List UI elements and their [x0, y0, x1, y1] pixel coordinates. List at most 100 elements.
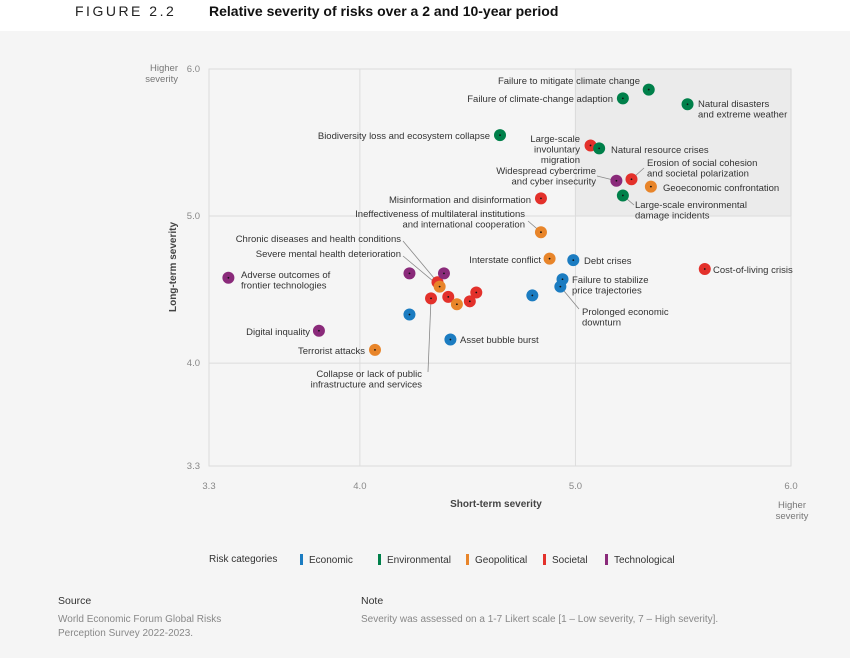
plot-frame [208, 68, 792, 467]
x-tick-label: 5.0 [569, 481, 582, 492]
data-point-center [548, 257, 551, 260]
point-label-line: Erosion of social cohesion [647, 158, 757, 169]
data-point-center [647, 88, 650, 91]
point-label-line: Collapse or lack of public [316, 369, 422, 380]
data-point-center [598, 147, 601, 150]
source-line: Perception Survey 2022-2023. [58, 628, 194, 639]
data-point-center [630, 178, 633, 181]
x-tick-label: 4.0 [353, 481, 366, 492]
point-label: Large-scale environmental damage incident… [635, 200, 747, 222]
data-point-center [703, 268, 706, 270]
point-label-line: Cost-of-living crisis [713, 265, 793, 276]
data-point-center [438, 285, 441, 288]
source-block: Source World Economic Forum Global Risks… [58, 594, 221, 641]
leader-line [427, 298, 432, 373]
source-heading: Source [58, 595, 92, 607]
point-label-line: Severe mental health deterioration [256, 249, 401, 260]
point-label: Debt crises [584, 256, 632, 267]
point-label-line: price trajectories [572, 286, 642, 297]
point-label: Erosion of social cohesion and societal p… [647, 158, 757, 180]
note-heading: Note [361, 595, 384, 607]
data-point-center [686, 103, 689, 106]
point-label-line: involuntary [534, 145, 580, 156]
y-tick-label: 4.0 [187, 358, 200, 369]
point-label: Adverse outcomes of frontier technologies [241, 270, 331, 292]
point-label: Geoeconomic confrontation [663, 183, 779, 194]
data-point-center [468, 300, 471, 303]
figure-label: FIGURE 2.2 [75, 3, 177, 19]
point-label: Natural resource crises [611, 145, 709, 156]
point-label: Ineffectiveness of multilateral institut… [355, 209, 525, 231]
economic-swatch [300, 554, 303, 565]
legend-technological: Technological [605, 554, 675, 566]
point-label-line: Natural resource crises [611, 145, 709, 156]
data-point-center [621, 97, 624, 100]
point-label-line: Geoeconomic confrontation [663, 183, 779, 194]
data-point-center [621, 194, 624, 197]
point-label: Large-scale involuntary migration [530, 134, 580, 166]
data-point-center [540, 231, 542, 234]
legend-societal: Societal [543, 554, 588, 566]
leader-line [402, 240, 438, 283]
legend-label: Geopolitical [475, 555, 528, 566]
y-tick-label: 3.3 [187, 461, 200, 472]
data-point-center [589, 144, 592, 147]
point-label-line: Failure of climate-change adaption [467, 94, 613, 105]
point-label: Widespread cybercrime and cyber insecurit… [496, 166, 596, 188]
y-end-note: Higher severity [145, 63, 178, 85]
data-point-center [408, 272, 411, 275]
point-label-line: Misinformation and disinformation [389, 195, 531, 206]
environmental-swatch [378, 554, 381, 565]
data-point-center [430, 297, 432, 300]
point-label: Terrorist attacks [298, 346, 365, 357]
point-label-line: Large-scale [530, 134, 580, 145]
legend-environmental: Environmental [378, 554, 451, 566]
data-point-center [531, 294, 534, 297]
data-point-center [540, 197, 542, 200]
data-point-center [559, 285, 562, 288]
x-end-note: Higher severity [776, 500, 809, 522]
legend-geopolitical: Geopolitical [466, 554, 527, 566]
legend-label: Economic [309, 555, 353, 566]
point-label: Collapse or lack of public infrastructure… [311, 369, 423, 391]
x-tick-label: 3.3 [202, 481, 215, 492]
point-label: Biodiversity loss and ecosystem collapse [318, 131, 490, 142]
point-label-line: downturn [582, 318, 621, 329]
data-point-center [499, 134, 501, 137]
point-label-line: Asset bubble burst [460, 335, 539, 346]
geopolitical-swatch [466, 554, 469, 565]
y-axis-title: Long-term severity [168, 222, 179, 312]
point-label-line: and extreme weather [698, 110, 787, 121]
y-tick-label: 6.0 [187, 64, 200, 75]
point-label-line: Widespread cybercrime [496, 166, 596, 177]
data-point-center [561, 278, 564, 281]
point-label-line: and cyber insecurity [512, 177, 597, 188]
point-label: Interstate conflict [469, 255, 541, 266]
point-label: Failure of climate-change adaption [467, 94, 613, 105]
point-label-line: Chronic diseases and health conditions [236, 234, 402, 245]
point-label-line: Debt crises [584, 256, 632, 267]
data-point-center [447, 296, 450, 298]
point-label-line: frontier technologies [241, 281, 327, 292]
point-label-line: Ineffectiveness of multilateral institut… [355, 209, 525, 220]
data-point-center [615, 179, 618, 182]
point-label: Failure to stabilize price trajectories [572, 275, 649, 297]
point-label-line: Digital inquality [246, 327, 310, 338]
point-label: Failure to mitigate climate change [498, 76, 640, 87]
point-label: Cost-of-living crisis [713, 265, 793, 276]
point-label-line: Biodiversity loss and ecosystem collapse [318, 131, 490, 142]
legend-title: Risk categories [209, 554, 278, 565]
point-label-line: infrastructure and services [311, 380, 423, 391]
point-label-line: and societal polarization [647, 169, 749, 180]
point-label: Misinformation and disinformation [389, 195, 531, 206]
data-point-center [449, 338, 452, 341]
legend-economic: Economic [300, 554, 353, 566]
point-label-line: damage incidents [635, 211, 710, 222]
note-text: Severity was assessed on a 1-7 Likert sc… [361, 614, 719, 625]
point-label-line: Adverse outcomes of [241, 270, 331, 281]
data-point-center [455, 303, 458, 306]
legend-label: Technological [614, 555, 675, 566]
point-label-line: Failure to mitigate climate change [498, 76, 640, 87]
note-block: Note Severity was assessed on a 1-7 Like… [361, 594, 718, 627]
